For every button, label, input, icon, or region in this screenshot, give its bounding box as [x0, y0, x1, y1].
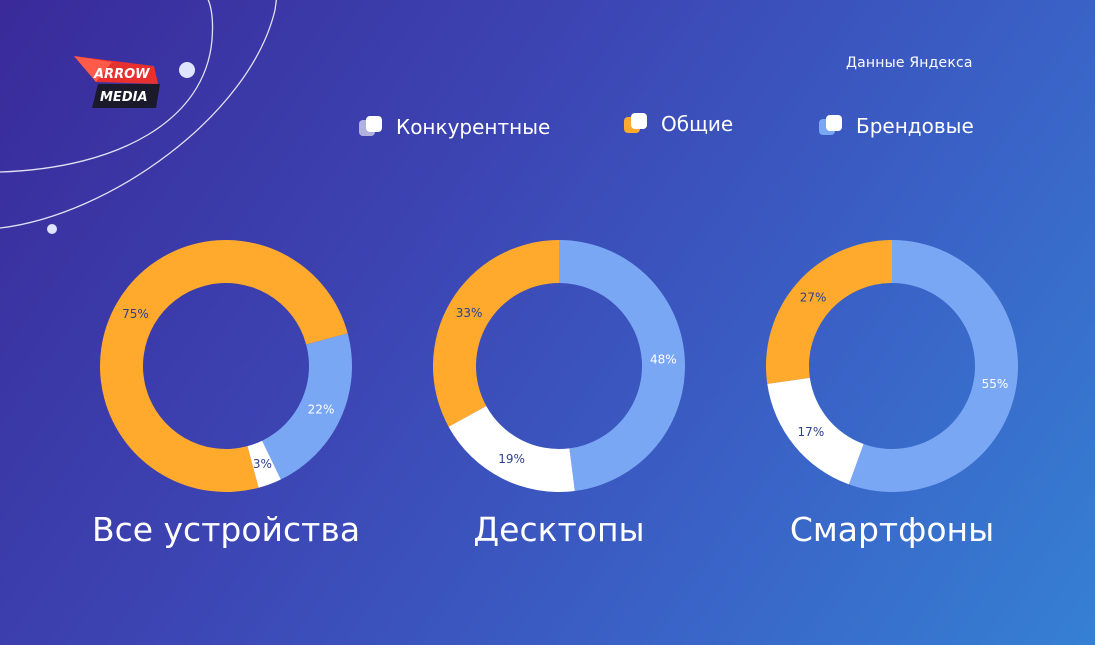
legend-item-brand: Брендовые — [817, 113, 974, 139]
donut-chart-all-devices: 75% 22% 3% — [100, 240, 352, 492]
decor-dot-large — [179, 62, 195, 78]
data-source-label: Данные Яндекса — [846, 55, 973, 71]
donut-slice-desktops-general — [433, 240, 559, 427]
legend-label-general: Общие — [661, 112, 734, 136]
legend-squares-icon-general — [624, 113, 647, 133]
chart-title-all-devices: Все устройства — [91, 510, 361, 549]
slice-label-smartphones-brand: 55% — [982, 377, 1009, 391]
slice-label-smartphones-competitive: 17% — [798, 425, 825, 439]
slice-label-all-devices-competitive: 3% — [253, 457, 272, 471]
legend-item-general: Общие — [622, 111, 733, 137]
donut-slice-all-devices-general — [100, 240, 348, 492]
donut-slice-smartphones-general — [766, 240, 892, 384]
slice-label-desktops-general: 33% — [456, 306, 483, 320]
slice-label-desktops-brand: 48% — [650, 352, 677, 366]
slice-label-smartphones-general: 27% — [800, 291, 827, 305]
donut-slice-desktops-competitive — [448, 405, 575, 492]
logo-line1: ARROW — [93, 67, 150, 82]
donut-chart-smartphones: 55% 17% 27% — [766, 240, 1018, 492]
slice-label-all-devices-brand: 22% — [308, 403, 335, 417]
logo-line2: MEDIA — [100, 90, 148, 105]
donut-chart-desktops: 48% 19% 33% — [433, 240, 685, 492]
donut-slice-all-devices-competitive — [247, 440, 281, 488]
decor-dot-small — [47, 224, 57, 234]
slice-label-desktops-competitive: 19% — [498, 452, 525, 466]
donut-slice-all-devices-brand — [262, 333, 352, 480]
chart-title-desktops: Десктопы — [473, 510, 645, 549]
slice-label-all-devices-general: 75% — [122, 307, 149, 321]
donut-slice-desktops-brand — [559, 240, 685, 492]
legend-label-brand: Брендовые — [856, 114, 974, 138]
legend-squares-icon-brand — [819, 115, 842, 135]
chart-title-smartphones: Смартфоны — [789, 510, 995, 549]
donut-slice-smartphones-brand — [848, 240, 1018, 492]
legend-squares-icon-competitive — [359, 116, 382, 136]
legend-item-competitive: Конкурентные — [357, 114, 550, 140]
arrow-media-logo: ARROW MEDIA — [74, 56, 160, 108]
legend-label-competitive: Конкурентные — [396, 115, 551, 139]
donut-slice-smartphones-competitive — [767, 377, 864, 485]
